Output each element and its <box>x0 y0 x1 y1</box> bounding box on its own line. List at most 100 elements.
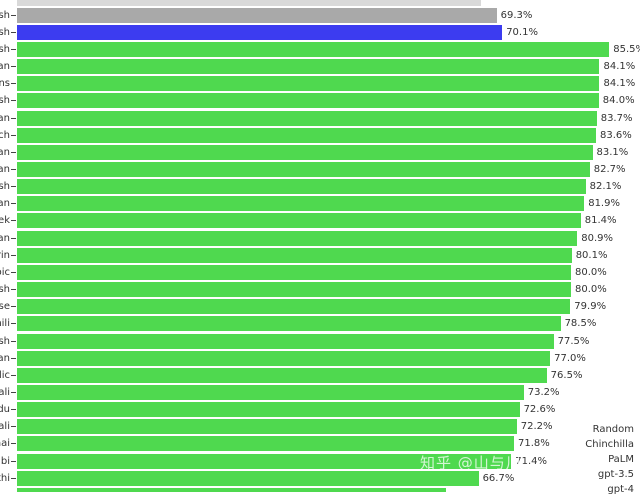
bar <box>17 76 600 92</box>
legend: Random Chinchilla PaLM gpt-3.5 gpt-4 <box>585 422 634 497</box>
y-tick-label: ch <box>0 129 10 141</box>
data-label: 84.1% <box>603 78 636 90</box>
y-tick-label: sh <box>0 95 10 107</box>
bar <box>17 196 585 212</box>
y-tick <box>11 254 16 256</box>
bar <box>17 402 520 418</box>
y-tick <box>11 169 16 170</box>
y-tick <box>11 357 16 359</box>
y-tick <box>11 220 16 222</box>
y-tick-label: sh <box>0 181 10 193</box>
y-tick-label: sh <box>0 43 10 55</box>
data-label: 77.5% <box>557 335 590 347</box>
bar <box>17 453 512 469</box>
y-tick <box>11 289 16 291</box>
bar <box>17 93 599 109</box>
legend-item-palm: PaLM <box>608 454 634 465</box>
bar <box>17 316 561 332</box>
y-tick <box>11 237 16 239</box>
bar <box>17 367 547 383</box>
y-tick <box>11 31 16 33</box>
bar <box>17 230 578 246</box>
y-tick-label: sh <box>0 26 10 38</box>
data-label: 70.1% <box>506 26 538 38</box>
data-label: 84.0% <box>602 95 635 107</box>
y-tick-label: sh <box>0 284 10 296</box>
bar <box>17 213 581 229</box>
y-tick-label: sh <box>0 335 10 347</box>
data-label: 82.7% <box>593 164 626 175</box>
y-tick-label: an <box>0 61 10 73</box>
y-tick-label: ese <box>0 301 10 313</box>
y-tick-label: an <box>0 198 10 210</box>
data-label: 69.3% <box>500 9 533 21</box>
bar <box>17 59 600 75</box>
y-tick-label: ek <box>0 215 10 227</box>
y-tick-label: an <box>0 112 10 124</box>
data-label: 76.5% <box>550 369 583 381</box>
bar <box>17 333 554 349</box>
y-tick-label: an <box>0 164 10 175</box>
y-tick <box>11 391 16 393</box>
y-tick-label: an <box>0 352 10 364</box>
bar <box>17 179 586 195</box>
data-label: 71.4% <box>515 455 547 467</box>
y-tick-label: an <box>0 146 10 158</box>
y-tick-label: du <box>0 404 10 416</box>
y-tick <box>11 443 16 445</box>
bar <box>17 162 590 177</box>
data-label: 83.7% <box>600 112 633 124</box>
bar <box>17 384 524 400</box>
legend-item-chinchilla: Chinchilla <box>585 439 634 450</box>
data-label: 82.1% <box>589 181 622 193</box>
y-tick <box>11 134 16 136</box>
bar <box>17 144 593 160</box>
legend-item-gpt-4: gpt-4 <box>607 484 634 495</box>
y-tick <box>11 100 16 102</box>
data-label: 72.2% <box>520 421 553 433</box>
bar <box>17 487 446 492</box>
y-tick <box>11 460 16 462</box>
y-tick-label: ns <box>0 78 10 90</box>
bar <box>17 247 572 263</box>
y-tick-label: ali <box>0 386 10 398</box>
data-label: 83.6% <box>600 129 632 141</box>
bar <box>17 24 503 40</box>
y-tick-label: hili <box>0 318 10 330</box>
y-tick <box>11 374 16 376</box>
data-label: 73.2% <box>527 386 560 398</box>
data-label: 66.7% <box>482 472 515 484</box>
y-tick <box>11 426 16 428</box>
data-label: 80.1% <box>575 249 608 261</box>
data-label: 77.0% <box>554 352 586 364</box>
y-tick <box>11 48 16 50</box>
data-label: 81.4% <box>584 215 617 227</box>
y-tick <box>11 151 16 153</box>
data-label: 80.0% <box>575 284 607 296</box>
data-label: 80.9% <box>581 232 614 244</box>
y-tick <box>11 83 16 85</box>
y-tick-label: abi <box>0 455 10 467</box>
y-tick <box>11 117 16 119</box>
bar <box>17 0 481 6</box>
y-tick-label: an <box>0 232 10 244</box>
bar <box>17 470 479 486</box>
y-tick <box>11 66 16 68</box>
bar <box>17 7 497 23</box>
y-tick <box>11 409 16 411</box>
bar <box>17 127 597 143</box>
bar <box>17 110 597 126</box>
legend-item-random: Random <box>592 424 634 435</box>
bar <box>17 299 571 315</box>
y-tick-label: dic <box>0 369 10 381</box>
y-tick <box>11 203 16 205</box>
y-tick <box>11 306 16 308</box>
y-tick-label: hai <box>0 438 10 450</box>
bar <box>17 436 514 452</box>
bar <box>17 282 571 298</box>
legend-item-gpt-3-5: gpt-3.5 <box>597 469 634 480</box>
data-label: 80.0% <box>575 266 607 278</box>
data-label: 79.9% <box>574 301 607 313</box>
data-label: 71.8% <box>518 438 550 450</box>
